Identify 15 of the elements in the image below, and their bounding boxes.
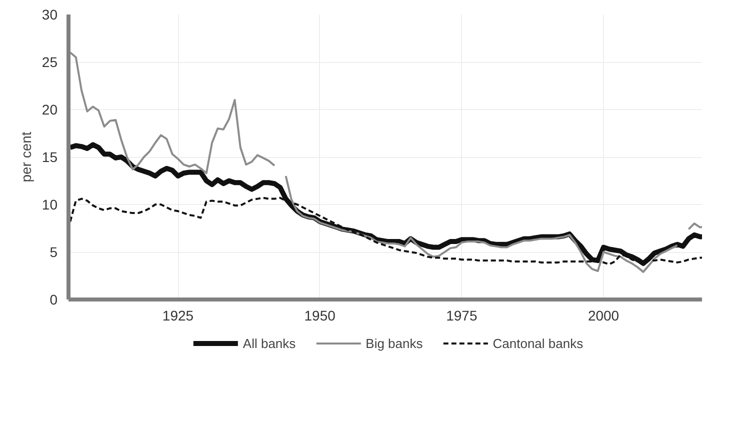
legend-label: Cantonal banks [492, 336, 584, 350]
x-tick-label: 1975 [446, 308, 478, 324]
y-tick-label: 0 [50, 292, 58, 308]
y-tick-label: 15 [42, 149, 58, 165]
y-tick-label: 30 [42, 6, 58, 22]
y-tick-label: 5 [50, 244, 58, 260]
y-tick-label: 25 [42, 54, 58, 70]
legend-label: Big banks [366, 336, 423, 350]
x-tick-label: 1950 [304, 308, 336, 324]
x-tick-label: 2000 [588, 308, 620, 324]
y-tick-label: 20 [42, 102, 58, 118]
legend-label: All banks [242, 336, 296, 350]
y-tick-label: 10 [42, 196, 58, 212]
x-tick-label: 1925 [162, 308, 194, 324]
y-axis-title: per cent [18, 132, 34, 182]
